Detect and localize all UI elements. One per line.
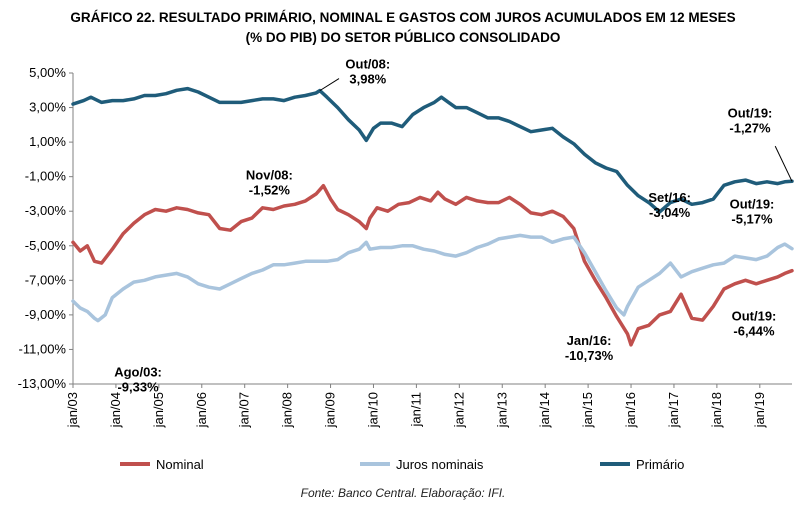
x-tick-label: jan/17 [666, 392, 681, 428]
annotation-leader [319, 78, 340, 92]
x-tick-label: jan/18 [709, 392, 724, 428]
annotation-value: -1,52% [249, 183, 291, 198]
x-tick-label: jan/19 [752, 392, 767, 428]
x-tick-label: jan/05 [151, 392, 166, 428]
chart-annotations: Out/08:3,98% Nov/08:-1,52% Ago/03:-9,33% Ja… [114, 57, 793, 395]
x-tick-label: jan/10 [365, 392, 380, 428]
series-line-nominal [71, 183, 794, 347]
chart-series [71, 86, 794, 347]
x-tick-label: jan/14 [537, 392, 552, 428]
annotation-value: -10,73% [565, 348, 614, 363]
x-tick-label: jan/11 [408, 392, 423, 427]
x-tick-label: jan/13 [494, 392, 509, 428]
chart-axes: 5,00% 3,00% 1,00% -1,00% -3,00% -5,00% -7,00% -… [18, 65, 792, 428]
annotation-value: -5,17% [731, 212, 773, 227]
x-tick-label: jan/03 [65, 392, 80, 428]
annotation-label: Ago/03: [114, 365, 162, 380]
legend-item-primario: Primário [600, 455, 684, 473]
annotation-value: -1,27% [729, 120, 771, 135]
y-tick-label: -9,00% [25, 307, 67, 322]
legend-item-juros-nominais: Juros nominais [360, 455, 483, 473]
legend-item-nominal: Nominal [120, 455, 204, 473]
x-tick-label: jan/04 [108, 392, 123, 428]
chart-title: GRÁFICO 22. RESULTADO PRIMÁRIO, NOMINAL … [0, 8, 806, 48]
legend-label-nominal: Nominal [156, 456, 204, 472]
annotation-label: Jan/16: [567, 333, 612, 348]
annotation-value: -3,04% [649, 205, 691, 220]
y-tick-label: -13,00% [18, 376, 67, 391]
annotation-value: -9,33% [117, 380, 159, 395]
x-tick-label: jan/12 [451, 392, 466, 428]
series-line-juros-nominais [71, 233, 794, 323]
annotation-label: Out/19: [730, 197, 775, 212]
y-tick-label: 3,00% [29, 100, 66, 115]
legend-swatch-nominal [120, 462, 150, 466]
x-tick-label: jan/07 [237, 392, 252, 428]
x-tick-label: jan/16 [623, 392, 638, 428]
chart-title-line2: (% DO PIB) DO SETOR PÚBLICO CONSOLIDADO [245, 30, 561, 45]
x-tick-label: jan/15 [580, 392, 595, 428]
annotation-label: Out/08: [345, 57, 390, 72]
legend-swatch-juros-nominais [360, 462, 390, 466]
annotation-label: Out/19: [732, 309, 777, 324]
y-tick-label: -1,00% [25, 169, 67, 184]
legend-label-juros-nominais: Juros nominais [396, 456, 484, 472]
y-tick-label: -7,00% [25, 272, 67, 287]
legend-swatch-primario [600, 462, 630, 466]
series-line-primario [71, 86, 794, 214]
legend-label-primario: Primário [636, 456, 685, 472]
chart-title-line1: GRÁFICO 22. RESULTADO PRIMÁRIO, NOMINAL … [70, 10, 736, 25]
annotation-value: 3,98% [349, 72, 386, 87]
annotation-label: Set/16: [648, 190, 691, 205]
annotation-value: -6,44% [733, 324, 775, 339]
annotation-leader [774, 145, 793, 182]
y-tick-label: 5,00% [29, 65, 66, 80]
x-tick-label: jan/06 [194, 392, 209, 428]
chart-source: Fonte: Banco Central. Elaboração: IFI. [300, 486, 506, 500]
annotation-label: Out/19: [728, 105, 773, 120]
y-tick-label: -11,00% [19, 341, 67, 356]
x-tick-label: jan/09 [323, 392, 338, 428]
x-tick-label: jan/08 [280, 392, 295, 428]
y-tick-label: -3,00% [25, 203, 67, 218]
annotation-label: Nov/08: [246, 168, 293, 183]
y-tick-label: 1,00% [29, 134, 66, 149]
y-tick-label: -5,00% [25, 238, 67, 253]
